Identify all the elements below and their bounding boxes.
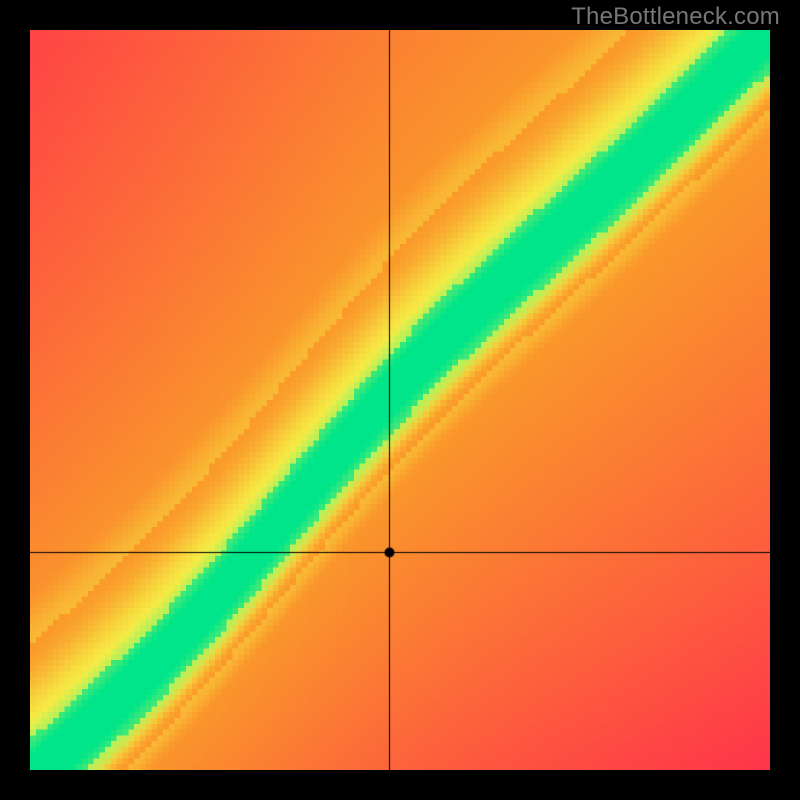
watermark-text: TheBottleneck.com	[571, 3, 780, 31]
chart-container: TheBottleneck.com	[0, 0, 800, 800]
crosshair-overlay	[30, 30, 770, 770]
